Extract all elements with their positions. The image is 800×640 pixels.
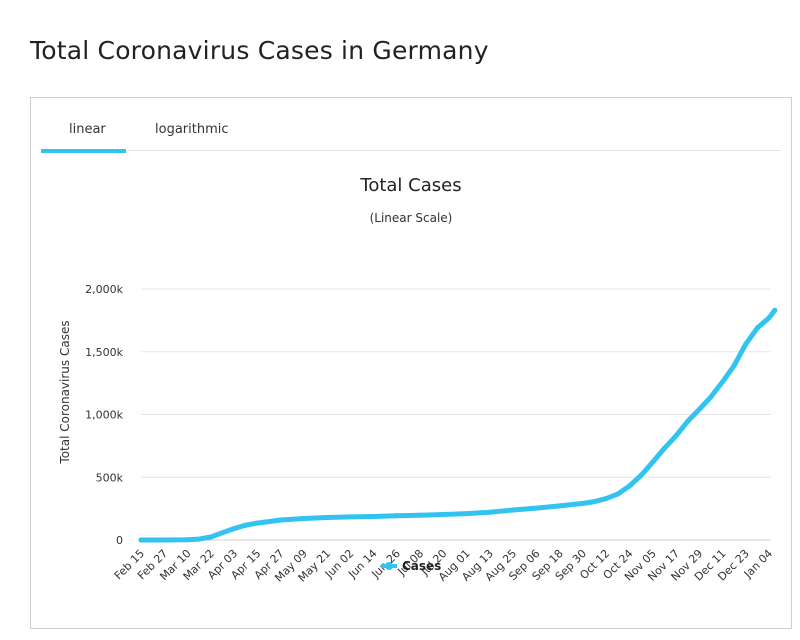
data-point: [754, 325, 760, 331]
chart-subtitle: (Linear Scale): [370, 211, 453, 225]
data-point: [464, 511, 470, 517]
data-point: [743, 341, 749, 347]
data-point: [371, 514, 377, 520]
y-tick-label: 0: [116, 534, 123, 547]
data-point: [685, 418, 691, 424]
data-point: [138, 537, 144, 543]
data-point: [394, 513, 400, 519]
grid-lines: [141, 288, 771, 541]
data-point: [208, 534, 214, 540]
data-point: [557, 503, 563, 509]
data-point: [731, 363, 737, 369]
series-line-cases: [138, 307, 778, 543]
data-point: [673, 433, 679, 439]
data-point: [626, 483, 632, 489]
data-point: [487, 509, 493, 515]
chart-title: Total Cases: [359, 175, 461, 196]
y-tick-label: 2,000k: [85, 283, 123, 296]
data-point: [638, 472, 644, 478]
scale-tabs: linear logarithmic: [41, 98, 781, 153]
data-point: [243, 522, 249, 528]
y-tick-label: 500k: [96, 471, 124, 484]
data-point: [533, 505, 539, 511]
line-chart: Total Cases (Linear Scale) Total Coronav…: [58, 175, 778, 585]
data-point: [615, 491, 621, 497]
legend-dot-marker: [385, 562, 393, 570]
active-tab-indicator: [41, 149, 126, 153]
data-point: [196, 536, 202, 542]
y-axis-label: Total Coronavirus Cases: [58, 320, 72, 464]
data-point: [696, 406, 702, 412]
data-point: [347, 514, 353, 520]
series-layer: [138, 307, 778, 543]
data-point: [766, 315, 772, 321]
tab-linear[interactable]: linear: [69, 122, 106, 137]
y-tick-label: 1,500k: [85, 346, 123, 359]
data-point: [708, 394, 714, 400]
data-point: [301, 516, 307, 522]
data-point: [324, 515, 330, 521]
data-point: [592, 499, 598, 505]
y-tick-label: 1,000k: [85, 409, 123, 422]
legend-label-cases: Cases: [402, 559, 441, 573]
data-point: [719, 379, 725, 385]
data-point: [603, 496, 609, 502]
data-point: [417, 512, 423, 518]
page-title: Total Coronavirus Cases in Germany: [30, 36, 489, 65]
data-point: [278, 517, 284, 523]
data-point: [219, 530, 225, 536]
tab-logarithmic[interactable]: logarithmic: [155, 122, 229, 137]
data-point: [161, 537, 167, 543]
chart-card: linear logarithmic Total Cases (Linear S…: [30, 97, 792, 629]
data-point: [231, 526, 237, 532]
data-point: [254, 520, 260, 526]
legend[interactable]: Cases: [381, 559, 441, 573]
data-point: [772, 307, 778, 313]
data-point: [650, 459, 656, 465]
data-point: [510, 507, 516, 513]
data-point: [661, 445, 667, 451]
data-point: [440, 512, 446, 518]
y-axis-ticks: 0 500k 1,000k 1,500k 2,000k: [85, 283, 123, 547]
data-point: [185, 537, 191, 543]
data-point: [580, 500, 586, 506]
